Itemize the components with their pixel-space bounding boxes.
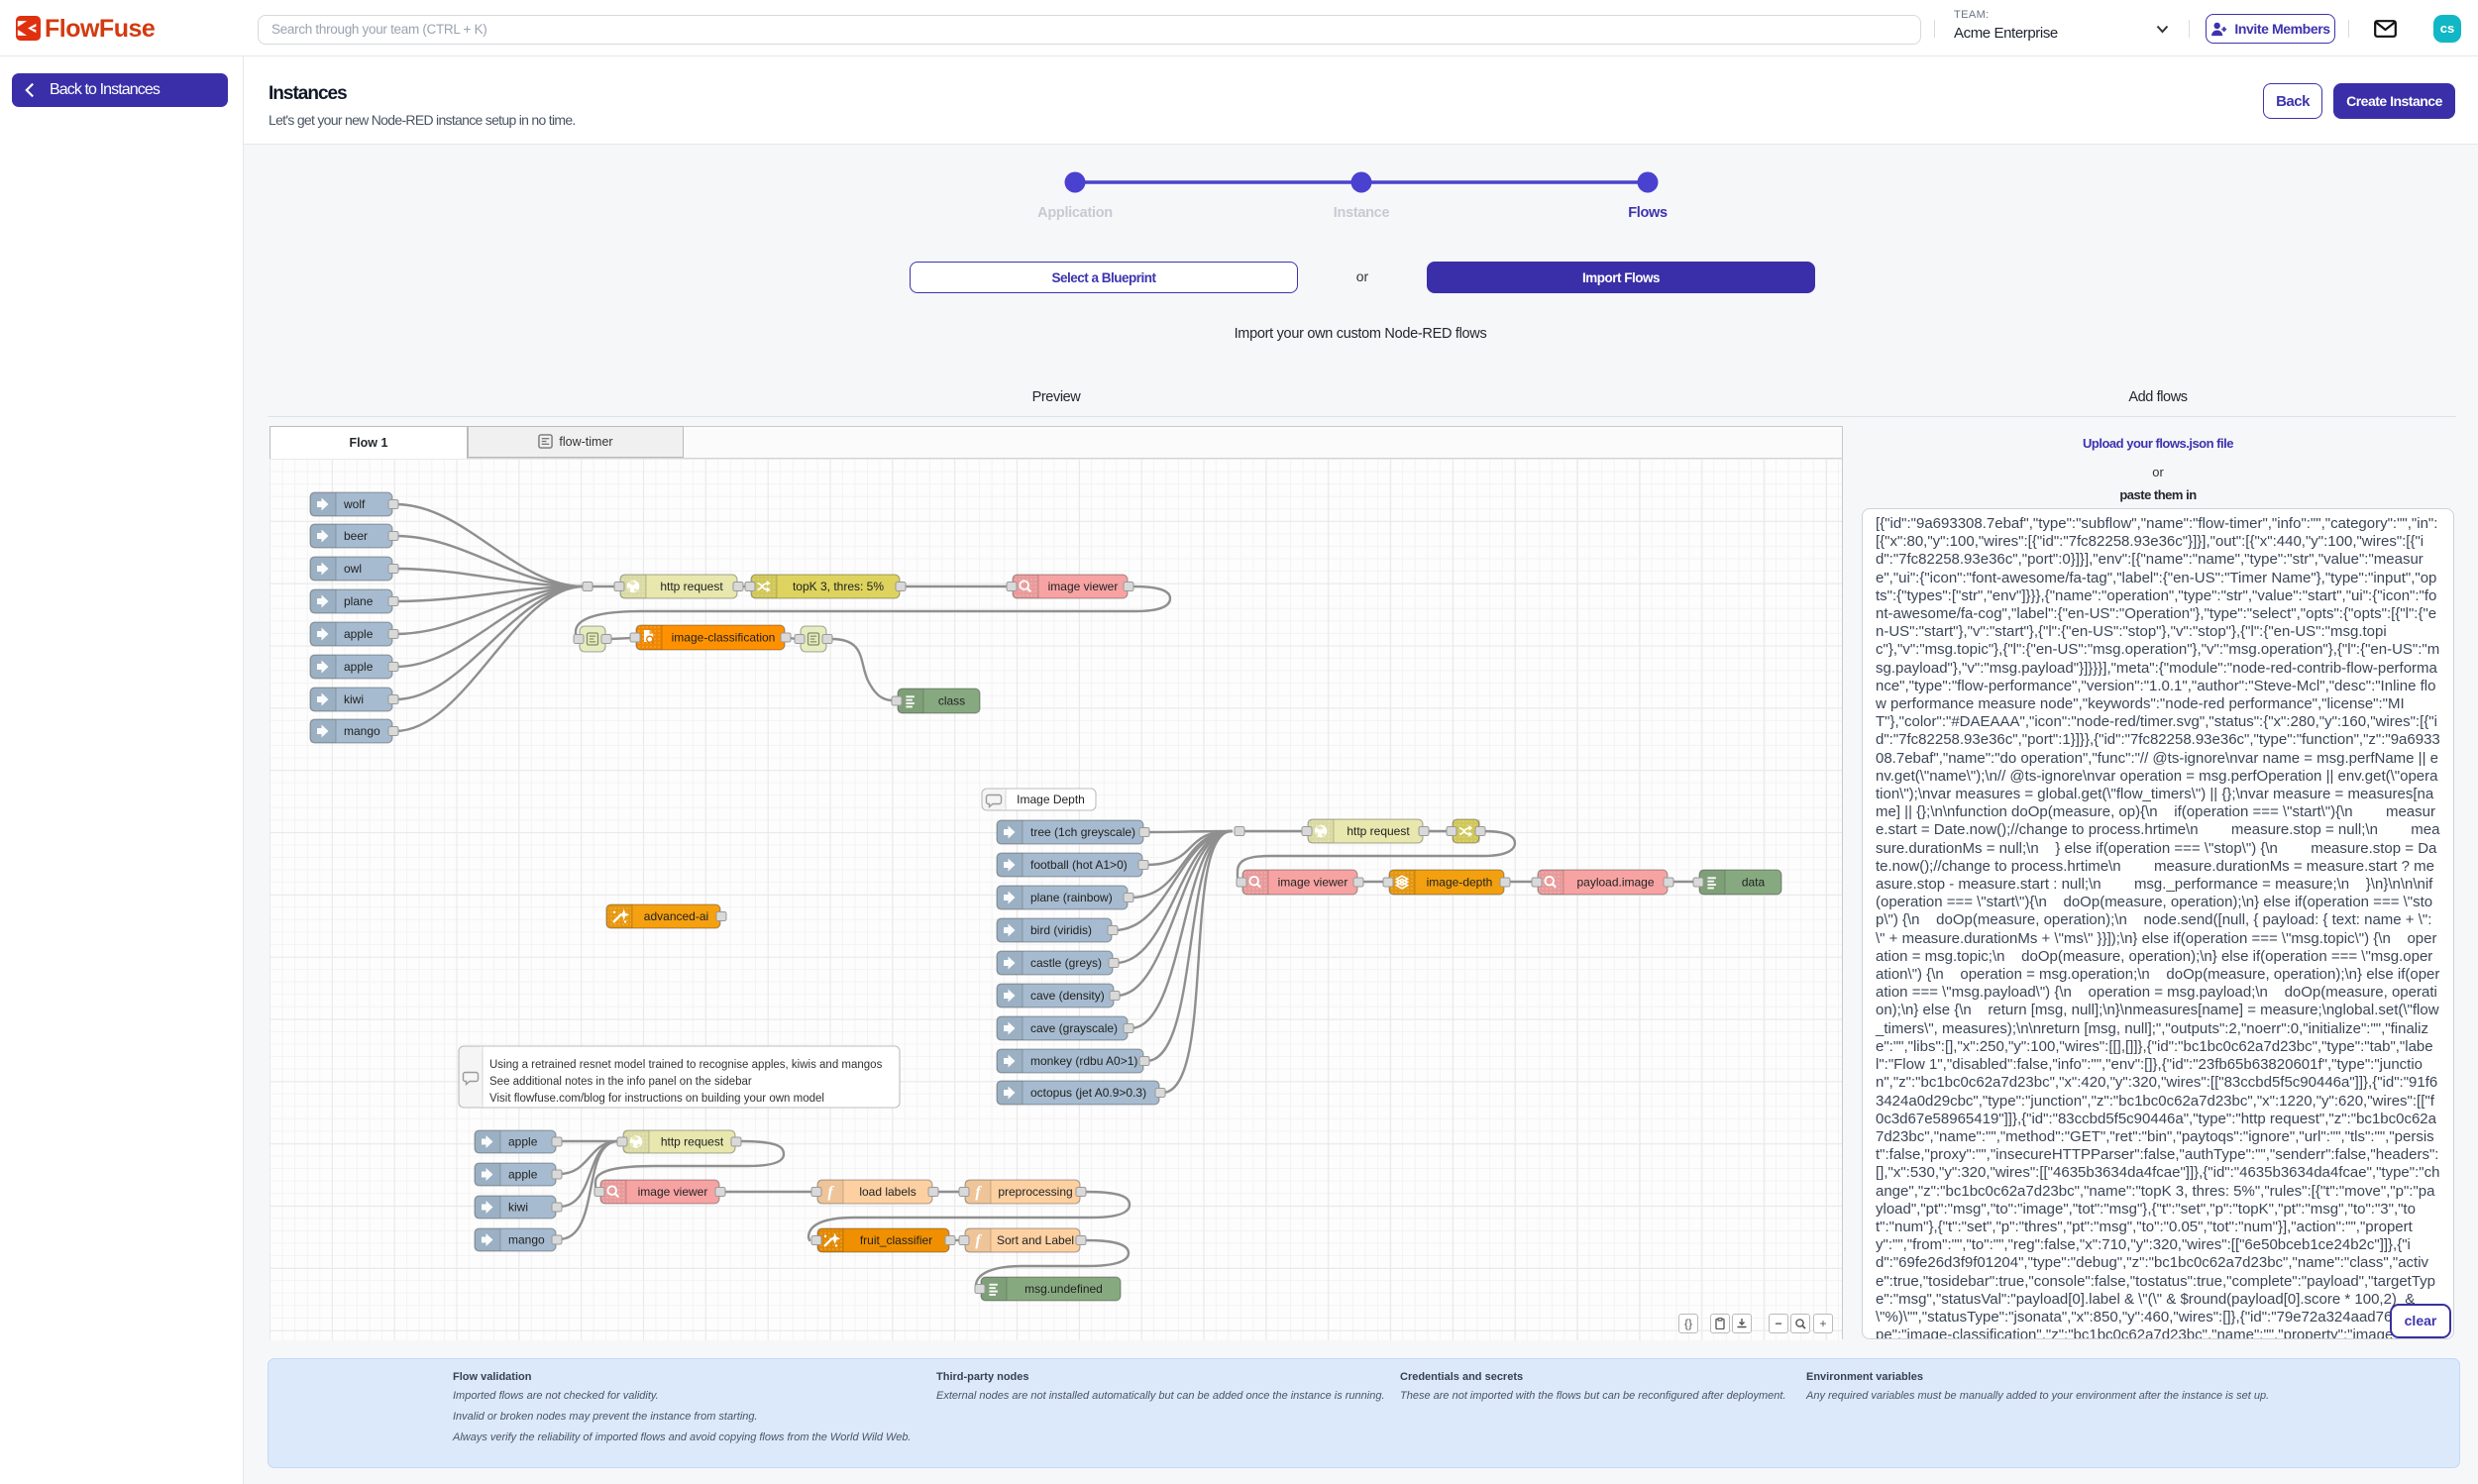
svg-text:image viewer: image viewer (1278, 876, 1348, 890)
svg-text:plane (rainbow): plane (rainbow) (1030, 891, 1113, 904)
svg-text:f: f (975, 1184, 982, 1201)
svg-text:cave (density): cave (density) (1030, 989, 1105, 1003)
svg-text:octopus (jet A0.9>0.3): octopus (jet A0.9>0.3) (1030, 1086, 1146, 1100)
svg-text:Image Depth: Image Depth (1017, 793, 1085, 806)
svg-text:bird (viridis): bird (viridis) (1030, 923, 1092, 937)
svg-text:preprocessing: preprocessing (998, 1185, 1072, 1199)
svg-text:cave (grayscale): cave (grayscale) (1030, 1021, 1118, 1035)
svg-text:apple: apple (344, 627, 374, 641)
svg-text:msg.undefined: msg.undefined (1024, 1282, 1103, 1296)
svg-text:image-depth: image-depth (1427, 876, 1493, 890)
svg-text:http request: http request (660, 580, 723, 593)
svg-text:http request: http request (1347, 824, 1410, 838)
svg-text:owl: owl (344, 562, 362, 576)
svg-text:fruit_classifier: fruit_classifier (860, 1233, 932, 1247)
svg-text:http request: http request (661, 1135, 724, 1149)
svg-text:wolf: wolf (343, 497, 366, 511)
svg-text:data: data (1742, 876, 1766, 890)
svg-text:apple: apple (344, 660, 374, 674)
svg-text:castle (greys): castle (greys) (1030, 956, 1102, 970)
svg-text:Using a retrained resnet model: Using a retrained resnet model trained t… (489, 1059, 883, 1105)
svg-text:image viewer: image viewer (638, 1185, 708, 1199)
svg-text:football (hot A1>0): football (hot A1>0) (1030, 858, 1128, 872)
svg-text:advanced-ai: advanced-ai (644, 909, 708, 923)
svg-text:topK 3, thres: 5%: topK 3, thres: 5% (793, 580, 884, 593)
svg-text:plane: plane (344, 594, 374, 608)
svg-text:mango: mango (508, 1233, 545, 1247)
svg-text:apple: apple (508, 1168, 538, 1182)
svg-text:beer: beer (344, 529, 368, 543)
svg-text:apple: apple (508, 1135, 538, 1149)
svg-text:f: f (827, 1184, 834, 1201)
svg-text:f: f (975, 1232, 982, 1249)
svg-text:image viewer: image viewer (1048, 580, 1119, 593)
svg-text:image-classification: image-classification (672, 631, 776, 645)
svg-text:monkey (rdbu A0>1): monkey (rdbu A0>1) (1030, 1054, 1137, 1068)
svg-text:Sort and Label: Sort and Label (997, 1233, 1074, 1247)
svg-text:payload.image: payload.image (1576, 876, 1654, 890)
svg-text:tree (1ch greyscale): tree (1ch greyscale) (1030, 825, 1135, 839)
svg-text:kiwi: kiwi (344, 692, 364, 706)
svg-text:class: class (938, 694, 965, 708)
svg-text:kiwi: kiwi (508, 1201, 528, 1215)
svg-text:mango: mango (344, 724, 380, 738)
svg-text:load labels: load labels (859, 1185, 916, 1199)
